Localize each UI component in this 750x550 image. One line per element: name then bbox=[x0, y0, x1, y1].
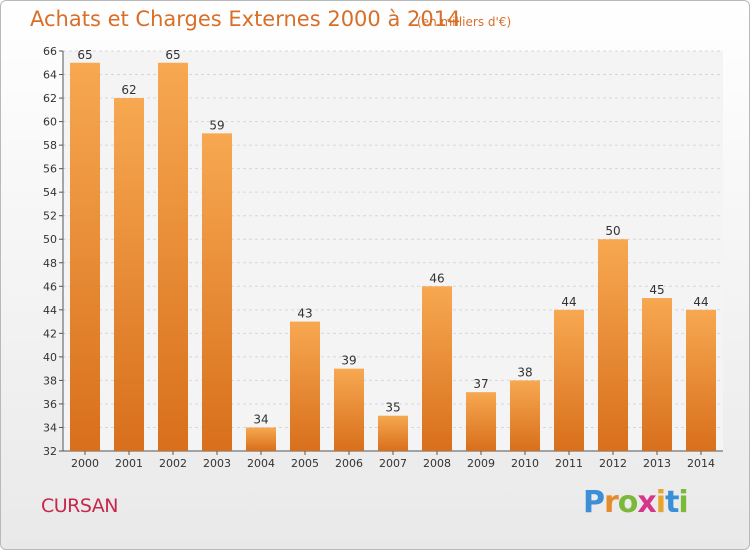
y-tick-label: 32 bbox=[43, 445, 57, 458]
data-label: 62 bbox=[121, 83, 136, 97]
proxiti-logo[interactable]: Proxiti bbox=[583, 485, 689, 520]
data-label: 38 bbox=[517, 365, 532, 379]
town-name: CURSAN bbox=[41, 495, 119, 517]
bar bbox=[510, 380, 540, 451]
logo-letter: P bbox=[583, 485, 605, 520]
logo-letter: r bbox=[604, 485, 619, 520]
bar bbox=[334, 368, 364, 451]
bar bbox=[246, 427, 276, 451]
data-label: 46 bbox=[429, 271, 444, 285]
data-label: 50 bbox=[605, 224, 620, 238]
data-label: 39 bbox=[341, 354, 356, 368]
y-tick-label: 38 bbox=[43, 374, 57, 387]
data-label: 65 bbox=[77, 48, 92, 62]
data-label: 65 bbox=[165, 48, 180, 62]
y-tick-label: 44 bbox=[43, 304, 57, 317]
data-label: 44 bbox=[561, 295, 576, 309]
bar bbox=[598, 239, 628, 451]
chart-title: Achats et Charges Externes 2000 à 2014 bbox=[30, 7, 461, 31]
x-tick-label: 2007 bbox=[379, 457, 407, 470]
data-label: 37 bbox=[473, 377, 488, 391]
bar bbox=[422, 286, 452, 451]
y-tick-label: 62 bbox=[43, 92, 57, 105]
x-tick-label: 2005 bbox=[291, 457, 319, 470]
data-label: 35 bbox=[385, 401, 400, 415]
x-tick-label: 2004 bbox=[247, 457, 275, 470]
y-tick-label: 54 bbox=[43, 186, 57, 199]
logo-letter: o bbox=[617, 485, 639, 520]
logo-letter: x bbox=[637, 485, 656, 520]
data-label: 44 bbox=[693, 295, 708, 309]
data-label: 59 bbox=[209, 118, 224, 132]
y-tick-label: 56 bbox=[43, 163, 57, 176]
y-tick-label: 46 bbox=[43, 280, 57, 293]
x-tick-label: 2003 bbox=[203, 457, 231, 470]
y-tick-label: 52 bbox=[43, 210, 57, 223]
x-tick-label: 2009 bbox=[467, 457, 495, 470]
bar bbox=[554, 309, 584, 451]
x-tick-label: 2008 bbox=[423, 457, 451, 470]
bar bbox=[114, 98, 144, 451]
y-tick-label: 64 bbox=[43, 69, 57, 82]
bar bbox=[70, 62, 100, 451]
bar bbox=[642, 298, 672, 451]
x-tick-label: 2001 bbox=[115, 457, 143, 470]
x-tick-label: 2012 bbox=[599, 457, 627, 470]
bar bbox=[686, 309, 716, 451]
bar bbox=[158, 62, 188, 451]
x-tick-label: 2000 bbox=[71, 457, 99, 470]
y-tick-label: 48 bbox=[43, 257, 57, 270]
y-tick-label: 34 bbox=[43, 421, 57, 434]
y-tick-label: 60 bbox=[43, 116, 57, 129]
y-tick-label: 42 bbox=[43, 327, 57, 340]
data-label: 34 bbox=[253, 412, 268, 426]
x-tick-label: 2013 bbox=[643, 457, 671, 470]
chart-subtitle: (en milliers d'€) bbox=[417, 15, 512, 29]
x-tick-label: 2002 bbox=[159, 457, 187, 470]
data-label: 43 bbox=[297, 307, 312, 321]
logo-letter: i bbox=[678, 485, 688, 520]
bar bbox=[290, 321, 320, 451]
y-tick-label: 36 bbox=[43, 398, 57, 411]
y-tick-label: 40 bbox=[43, 351, 57, 364]
x-tick-label: 2014 bbox=[687, 457, 715, 470]
y-tick-label: 50 bbox=[43, 233, 57, 246]
x-tick-label: 2010 bbox=[511, 457, 539, 470]
x-tick-label: 2011 bbox=[555, 457, 583, 470]
bar bbox=[466, 392, 496, 451]
logo-letter: t bbox=[665, 485, 679, 520]
bar bbox=[378, 415, 408, 451]
y-tick-label: 58 bbox=[43, 139, 57, 152]
x-tick-label: 2006 bbox=[335, 457, 363, 470]
logo-letter: i bbox=[655, 485, 666, 520]
y-tick-label: 66 bbox=[43, 45, 57, 58]
data-label: 45 bbox=[649, 283, 664, 297]
bar bbox=[202, 133, 232, 451]
